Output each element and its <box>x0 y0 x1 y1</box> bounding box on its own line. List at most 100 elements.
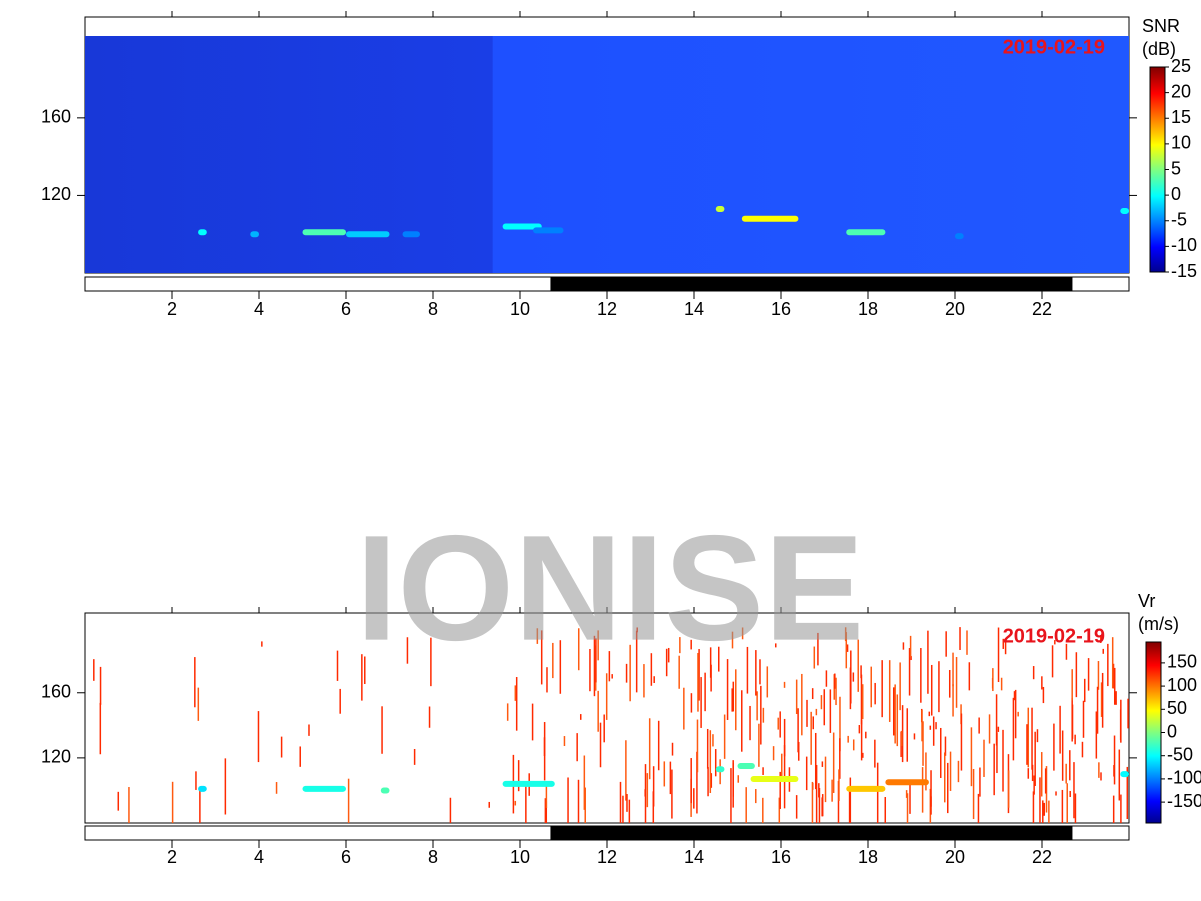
scatter-texture <box>603 714 605 743</box>
echo <box>715 206 725 212</box>
scatter-texture <box>910 655 912 661</box>
scatter-texture <box>257 711 260 763</box>
scatter-texture <box>932 716 935 746</box>
scatter-texture <box>972 768 975 820</box>
scatter-texture <box>870 666 872 708</box>
scatter-texture <box>653 676 655 684</box>
scatter-texture <box>906 708 909 762</box>
scatter-texture <box>861 684 864 720</box>
scatter-texture <box>925 752 927 791</box>
scatter-texture <box>308 724 310 736</box>
scatter-texture <box>1113 735 1116 785</box>
scatter-texture <box>997 726 1000 732</box>
scatter-texture <box>996 732 998 774</box>
scatter-texture <box>635 630 638 693</box>
echo <box>737 763 755 770</box>
scatter-texture <box>1032 666 1035 680</box>
scatter-texture <box>1059 705 1061 754</box>
scatter-texture <box>741 690 743 752</box>
scatter-texture <box>862 752 864 758</box>
scatter-texture <box>605 673 608 720</box>
scatter-texture <box>810 711 812 765</box>
scatter-texture <box>199 787 201 823</box>
scatter-texture <box>930 664 933 716</box>
scatter-texture <box>280 736 283 758</box>
scatter-texture <box>224 758 227 815</box>
scatter-texture <box>1054 640 1056 645</box>
scatter-texture <box>1113 667 1116 705</box>
y-tick-label: 120 <box>41 747 71 767</box>
scatter-texture <box>795 679 798 715</box>
scatter-texture <box>559 640 562 694</box>
scatter-texture <box>1002 729 1004 792</box>
scatter-texture <box>818 788 821 823</box>
scatter-texture <box>552 642 554 679</box>
scatter-texture <box>874 739 876 768</box>
scatter-texture <box>657 720 660 771</box>
date-label: 2019-02-19 <box>1003 36 1105 58</box>
scatter-texture <box>1069 790 1071 798</box>
scatter-texture <box>949 751 952 791</box>
scatter-texture <box>846 644 849 652</box>
scatter-texture <box>652 766 655 807</box>
scatter-texture <box>261 641 263 647</box>
scatter-texture <box>629 644 631 702</box>
scatter-texture <box>909 635 912 658</box>
colorbar-tick-label: -15 <box>1171 261 1197 281</box>
scatter-texture <box>1100 635 1102 643</box>
scatter-texture <box>1048 800 1050 823</box>
scatter-texture <box>361 654 363 701</box>
x-tick-label: 20 <box>945 847 965 867</box>
scatter-texture <box>690 758 692 804</box>
scatter-texture <box>525 785 527 823</box>
x-tick-label: 2 <box>167 299 177 319</box>
colorbar-tick-label: -10 <box>1171 235 1197 255</box>
scatter-texture <box>779 711 781 738</box>
scatter-texture <box>514 685 517 701</box>
scatter-texture <box>979 767 981 797</box>
colorbar-tick-label: 15 <box>1171 107 1191 127</box>
scatter-texture <box>1112 795 1115 823</box>
scatter-texture <box>622 795 624 823</box>
scatter-texture <box>1007 770 1010 808</box>
scatter-texture <box>735 669 737 731</box>
scatter-texture <box>299 746 301 767</box>
scatter-texture <box>852 739 855 751</box>
scatter-texture <box>625 740 627 801</box>
scatter-texture <box>599 722 602 768</box>
scatter-texture <box>1120 794 1122 823</box>
scatter-texture <box>1095 711 1098 759</box>
scatter-texture <box>648 718 651 780</box>
scatter-texture <box>839 696 841 752</box>
scatter-texture <box>347 778 350 823</box>
scatter-texture <box>636 627 638 633</box>
scatter-texture <box>1097 661 1100 690</box>
scatter-texture <box>741 627 744 640</box>
echo <box>502 223 542 230</box>
scatter-texture <box>696 719 699 773</box>
scatter-texture <box>881 660 883 718</box>
y-tick-label: 160 <box>41 107 71 127</box>
colorbar-tick-label: 5 <box>1171 158 1181 178</box>
scatter-texture <box>1100 772 1102 781</box>
scatter-texture <box>777 717 779 730</box>
scatter-texture <box>1031 707 1033 770</box>
scatter-texture <box>576 733 578 762</box>
colorbar-tick-label: 150 <box>1167 652 1197 672</box>
scatter-texture <box>625 663 628 683</box>
date-label: 2019-02-19 <box>1003 625 1105 647</box>
scatter-texture <box>726 659 729 720</box>
scatter-texture <box>99 702 102 755</box>
scatter-texture <box>852 672 855 682</box>
colorbar-tick-label: 0 <box>1167 721 1177 741</box>
colorbar-tick-label: -50 <box>1167 744 1193 764</box>
echo <box>750 776 799 783</box>
scatter-texture <box>669 761 672 795</box>
scatter-texture <box>811 688 814 700</box>
scatter-texture <box>805 756 808 791</box>
scatter-texture <box>1074 734 1076 745</box>
scatter-texture <box>960 713 963 771</box>
scatter-texture <box>762 797 764 823</box>
scatter-texture <box>1066 783 1068 823</box>
